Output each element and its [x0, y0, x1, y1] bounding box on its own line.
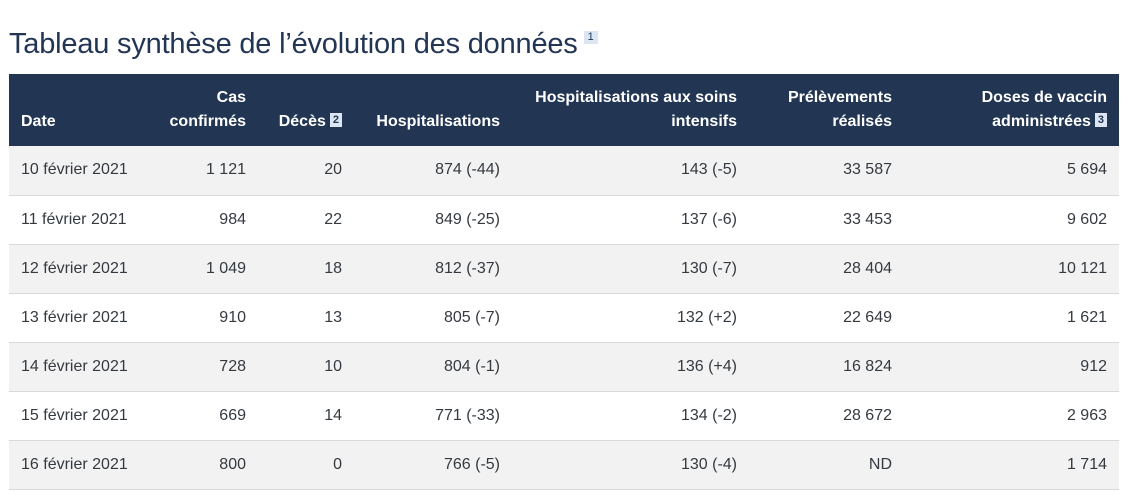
table-row: 15 février 2021 669 14 771 (-33) 134 (-2…	[9, 391, 1119, 440]
cell-hosp: 874 (-44)	[435, 161, 500, 179]
cell-prelevements: 28 672	[843, 406, 892, 424]
cell-soins-intensifs: 143 (-5)	[680, 161, 737, 179]
cell-soins-intensifs: 130 (-4)	[680, 455, 737, 473]
table-row: 16 février 2021 800 0 766 (-5) 130 (-4) …	[9, 440, 1119, 489]
cell-soins-intensifs: 132 (+2)	[676, 308, 737, 326]
header-si-label-line1: Hospitalisations aux soins	[535, 89, 737, 106]
cell-hosp: 804 (-1)	[443, 357, 500, 375]
title-footnote-link[interactable]: 1	[583, 31, 598, 45]
cell-deces: 22	[324, 210, 342, 228]
header-deces: Décès 2	[258, 74, 354, 146]
cell-cas: 728	[219, 357, 246, 375]
cell-hosp: 805 (-7)	[443, 308, 500, 326]
cell-cas: 669	[219, 406, 246, 424]
cell-hosp: 849 (-25)	[435, 210, 500, 228]
cell-date: 12 février 2021	[21, 259, 128, 277]
cell-date: 11 février 2021	[21, 210, 127, 228]
cell-soins-intensifs: 136 (+4)	[676, 357, 737, 375]
page-title-text: Tableau synthèse de l’évolution des donn…	[9, 28, 578, 60]
cell-deces: 18	[324, 259, 342, 277]
cell-deces: 13	[324, 308, 342, 326]
cell-prelevements: ND	[868, 455, 892, 473]
header-hosp-label: Hospitalisations	[376, 113, 500, 130]
table-row: 14 février 2021 728 10 804 (-1) 136 (+4)…	[9, 342, 1119, 391]
header-prel-label-line2: réalisés	[832, 113, 892, 130]
table-row: 12 février 2021 1 049 18 812 (-37) 130 (…	[9, 244, 1119, 293]
cell-doses-vaccin: 912	[1080, 357, 1107, 375]
header-prel-label-line1: Prélèvements	[787, 89, 892, 106]
deces-footnote-link[interactable]: 2	[329, 113, 342, 127]
cell-deces: 20	[324, 161, 342, 179]
header-vacc-label-line2: administrées	[992, 113, 1091, 130]
cell-doses-vaccin: 1 621	[1066, 308, 1107, 326]
cell-doses-vaccin: 1 714	[1066, 455, 1107, 473]
cell-cas: 1 049	[205, 259, 246, 277]
cell-soins-intensifs: 134 (-2)	[680, 406, 737, 424]
cell-soins-intensifs: 137 (-6)	[680, 210, 737, 228]
table-header-row: Date Cas confirmés Décès 2 Hospitalisation…	[9, 74, 1119, 146]
cell-hosp: 771 (-33)	[435, 406, 500, 424]
table-row: 11 février 2021 984 22 849 (-25) 137 (-6…	[9, 195, 1119, 244]
header-cas-label-line2: confirmés	[169, 113, 246, 130]
cell-doses-vaccin: 9 602	[1066, 210, 1107, 228]
cell-soins-intensifs: 130 (-7)	[680, 259, 737, 277]
header-date: Date	[9, 74, 146, 146]
cell-deces: 0	[333, 455, 342, 473]
cell-cas: 800	[219, 455, 246, 473]
cell-doses-vaccin: 2 963	[1066, 406, 1107, 424]
header-cas-confirmes: Cas confirmés	[146, 74, 258, 146]
vaccin-footnote-link[interactable]: 3	[1094, 113, 1107, 127]
data-summary-table: Date Cas confirmés Décès 2 Hospitalisation…	[9, 74, 1119, 490]
cell-deces: 14	[324, 406, 342, 424]
cell-date: 16 février 2021	[21, 455, 128, 473]
cell-date: 14 février 2021	[21, 357, 128, 375]
cell-date: 13 février 2021	[21, 308, 128, 326]
cell-cas: 910	[219, 308, 246, 326]
cell-deces: 10	[324, 357, 342, 375]
cell-doses-vaccin: 5 694	[1066, 161, 1107, 179]
header-si-label-line2: intensifs	[671, 113, 737, 130]
table-row: 10 février 2021 1 121 20 874 (-44) 143 (…	[9, 146, 1119, 195]
cell-prelevements: 16 824	[843, 357, 892, 375]
cell-prelevements: 28 404	[843, 259, 892, 277]
table-body: 10 février 2021 1 121 20 874 (-44) 143 (…	[9, 146, 1119, 489]
cell-prelevements: 33 587	[843, 161, 892, 179]
cell-cas: 984	[219, 210, 246, 228]
header-cas-label-line1: Cas	[216, 89, 246, 106]
header-doses-vaccin: Doses de vaccin administrées 3	[904, 74, 1119, 146]
cell-date: 10 février 2021	[21, 161, 128, 179]
header-date-label: Date	[21, 113, 56, 130]
cell-hosp: 766 (-5)	[443, 455, 500, 473]
cell-date: 15 février 2021	[21, 406, 128, 424]
table-row: 13 février 2021 910 13 805 (-7) 132 (+2)…	[9, 293, 1119, 342]
header-vacc-label-line1: Doses de vaccin	[981, 89, 1107, 106]
cell-doses-vaccin: 10 121	[1058, 259, 1107, 277]
cell-cas: 1 121	[205, 161, 246, 179]
cell-hosp: 812 (-37)	[435, 259, 500, 277]
cell-prelevements: 22 649	[843, 308, 892, 326]
header-prelevements: Prélèvements réalisés	[749, 74, 904, 146]
header-hospitalisations: Hospitalisations	[354, 74, 512, 146]
header-soins-intensifs: Hospitalisations aux soins intensifs	[512, 74, 749, 146]
table-header: Date Cas confirmés Décès 2 Hospitalisation…	[9, 74, 1119, 146]
cell-prelevements: 33 453	[843, 210, 892, 228]
page-title: Tableau synthèse de l’évolution des donn…	[9, 28, 598, 61]
header-deces-label: Décès	[278, 113, 326, 130]
